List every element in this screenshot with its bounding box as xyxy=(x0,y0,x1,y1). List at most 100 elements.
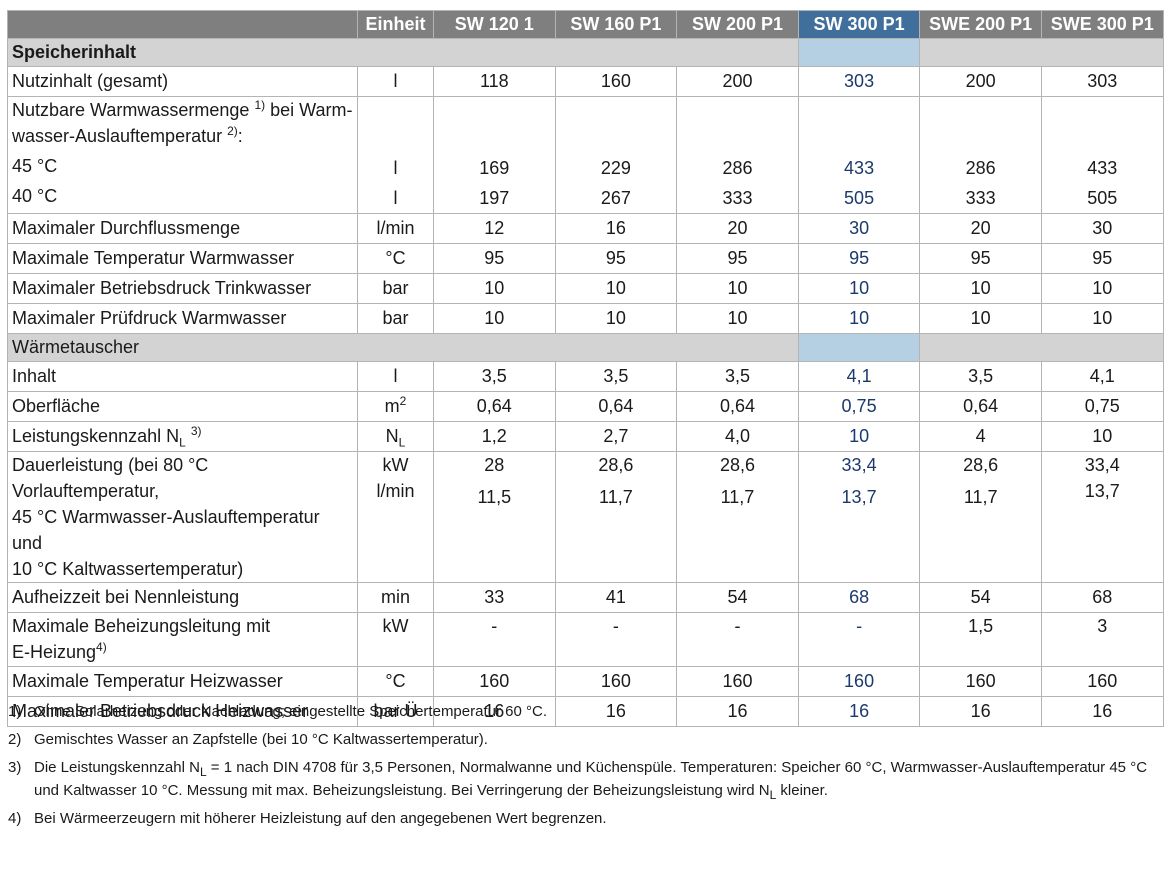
value-cell: 10 xyxy=(676,273,799,304)
label-line: 45 °C Warmwasser-Auslauftemperatur und xyxy=(12,507,320,553)
value-cell: 10 xyxy=(433,303,556,334)
value-cell: 160 xyxy=(919,666,1042,697)
table-row-druck-heizwasser: Maximaler Betriebsdruck Heizwasser bar Ü… xyxy=(7,696,1164,727)
value-cell: 10 xyxy=(1040,273,1164,304)
value-cell-highlight: 33,4 13,7 xyxy=(797,451,921,583)
value-cell: 0,64 xyxy=(554,391,678,422)
value-cell-highlight: 10 xyxy=(797,273,921,304)
value-cell: 20 xyxy=(676,213,799,244)
row-label: Maximale Temperatur Heizwasser xyxy=(7,666,358,697)
section-row-storage: Speicherinhalt xyxy=(7,38,1164,67)
row-unit: bar xyxy=(357,273,434,304)
value-cell-highlight: 68 xyxy=(797,582,921,613)
label-line: E-Heizung4) xyxy=(12,640,107,662)
value-cell: 41 xyxy=(554,582,678,613)
value-cell: - xyxy=(676,612,799,667)
value-cell: 30 xyxy=(1040,213,1164,244)
value-cell: 10 xyxy=(1040,303,1164,334)
table-row-aufheizzeit: Aufheizzeit bei Nennleistung min 33 41 5… xyxy=(7,582,1164,613)
value-cell: 433 505 xyxy=(1040,96,1164,214)
row-label: Maximaler Betriebsdruck Heizwasser xyxy=(7,696,358,727)
footnote-4: 4) Bei Wärmeerzeugern mit höherer Heizle… xyxy=(8,807,1168,830)
section-title-exchanger: Wärmetauscher xyxy=(7,333,799,362)
value-cell: - xyxy=(433,612,556,667)
table-row-oberflaeche: Oberfläche m2 0,64 0,64 0,64 0,75 0,64 0… xyxy=(7,391,1164,422)
header-model-swe300p1: SWE 300 P1 xyxy=(1040,10,1164,39)
row-label: Maximaler Prüfdruck Warmwasser xyxy=(7,303,358,334)
header-model-swe200p1: SWE 200 P1 xyxy=(919,10,1042,39)
value-cell: 3,5 xyxy=(433,361,556,392)
footnotes: 1) Ohne Solarheizung oder Nachladung; ei… xyxy=(8,700,1168,835)
header-blank-cell xyxy=(7,10,358,39)
row-label: Maximale Temperatur Warmwasser xyxy=(7,243,358,274)
row-unit: NL xyxy=(357,421,434,452)
value-cell: 286 333 xyxy=(919,96,1042,214)
value-cell: 0,64 xyxy=(433,391,556,422)
row-label: Oberfläche xyxy=(7,391,358,422)
value-cell: 16 xyxy=(554,213,678,244)
value-cell: 12 xyxy=(433,213,556,244)
value-cell: 0,64 xyxy=(919,391,1042,422)
row-label: Inhalt xyxy=(7,361,358,392)
value-cell: 160 xyxy=(554,666,678,697)
value-cell: 160 xyxy=(1040,666,1164,697)
value-cell: 0,64 xyxy=(676,391,799,422)
header-model-sw120: SW 120 1 xyxy=(433,10,556,39)
value-cell: 28 11,5 xyxy=(433,451,556,583)
value-cell: 95 xyxy=(676,243,799,274)
row-unit: °C xyxy=(357,666,434,697)
value-cell: 10 xyxy=(919,273,1042,304)
value-cell: 169 197 xyxy=(433,96,556,214)
value-cell: 16 xyxy=(554,696,678,727)
table-row-nutzinhalt: Nutzinhalt (gesamt) l 118 160 200 303 20… xyxy=(7,66,1164,97)
header-unit: Einheit xyxy=(357,10,434,39)
value-cell: 28,6 11,7 xyxy=(554,451,678,583)
value-cell: 200 xyxy=(919,66,1042,97)
row-unit: min xyxy=(357,582,434,613)
row-label: Nutzinhalt (gesamt) xyxy=(7,66,358,97)
value-cell: 95 xyxy=(554,243,678,274)
value-cell: 16 xyxy=(919,696,1042,727)
label-sub-40: 40 °C xyxy=(12,186,58,206)
header-model-sw160p1: SW 160 P1 xyxy=(554,10,678,39)
value-cell: 160 xyxy=(676,666,799,697)
header-model-sw300p1: SW 300 P1 xyxy=(797,10,921,39)
row-unit: kW l/min xyxy=(357,451,434,583)
footnote-number: 2) xyxy=(8,731,22,748)
table-row-inhalt: Inhalt l 3,5 3,5 3,5 4,1 3,5 4,1 xyxy=(7,361,1164,392)
footnote-text: Gemischtes Wasser an Zapfstelle (bei 10 … xyxy=(34,731,488,748)
label-line: wasser-Auslauftemperatur 2): xyxy=(12,124,243,146)
footnote-text: Ohne Solarheizung oder Nachladung; einge… xyxy=(34,703,547,720)
row-unit: l xyxy=(357,66,434,97)
section-highlight-cell xyxy=(797,38,921,67)
header-row: Einheit SW 120 1 SW 160 P1 SW 200 P1 SW … xyxy=(7,10,1164,39)
table-row-pruefdruck: Maximaler Prüfdruck Warmwasser bar 10 10… xyxy=(7,303,1164,334)
table-row-temp-warmwasser: Maximale Temperatur Warmwasser °C 95 95 … xyxy=(7,243,1164,274)
table-row-druck-trinkwasser: Maximaler Betriebsdruck Trinkwasser bar … xyxy=(7,273,1164,304)
value-cell: 229 267 xyxy=(554,96,678,214)
value-cell: 0,75 xyxy=(1040,391,1164,422)
footnote-number: 4) xyxy=(8,810,22,827)
row-label: Aufheizzeit bei Nennleistung xyxy=(7,582,358,613)
label-line: Maximale Beheizungsleitung mit xyxy=(12,616,271,636)
value-cell: 200 xyxy=(676,66,799,97)
value-cell: 95 xyxy=(919,243,1042,274)
row-label: Maximaler Betriebsdruck Trinkwasser xyxy=(7,273,358,304)
row-label: Leistungskennzahl NL 3) xyxy=(7,421,358,452)
value-cell: 4,1 xyxy=(1040,361,1164,392)
value-cell-highlight: 433 505 xyxy=(797,96,921,214)
value-cell: - xyxy=(554,612,678,667)
label-line: Dauerleistung (bei 80 °C Vorlauftemperat… xyxy=(12,455,209,501)
value-cell: 10 xyxy=(554,303,678,334)
value-cell: 33,4 13,7 xyxy=(1040,451,1164,583)
row-unit: l/min xyxy=(357,213,434,244)
label-line: Nutzbare Warmwassermenge 1) bei Warm- xyxy=(12,98,353,120)
row-unit: kW xyxy=(357,612,434,667)
value-cell-highlight: 95 xyxy=(797,243,921,274)
table-row-warmwasser: Nutzbare Warmwassermenge 1) bei Warm- wa… xyxy=(7,96,1164,214)
value-cell-highlight: 10 xyxy=(797,303,921,334)
row-label: Maximaler Durchflussmenge xyxy=(7,213,358,244)
value-cell: 1,5 xyxy=(919,612,1042,667)
footnote-text: Die Leistungskennzahl NL = 1 nach DIN 47… xyxy=(34,759,1148,802)
row-label-dauerleistung: Dauerleistung (bei 80 °C Vorlauftemperat… xyxy=(7,451,358,583)
